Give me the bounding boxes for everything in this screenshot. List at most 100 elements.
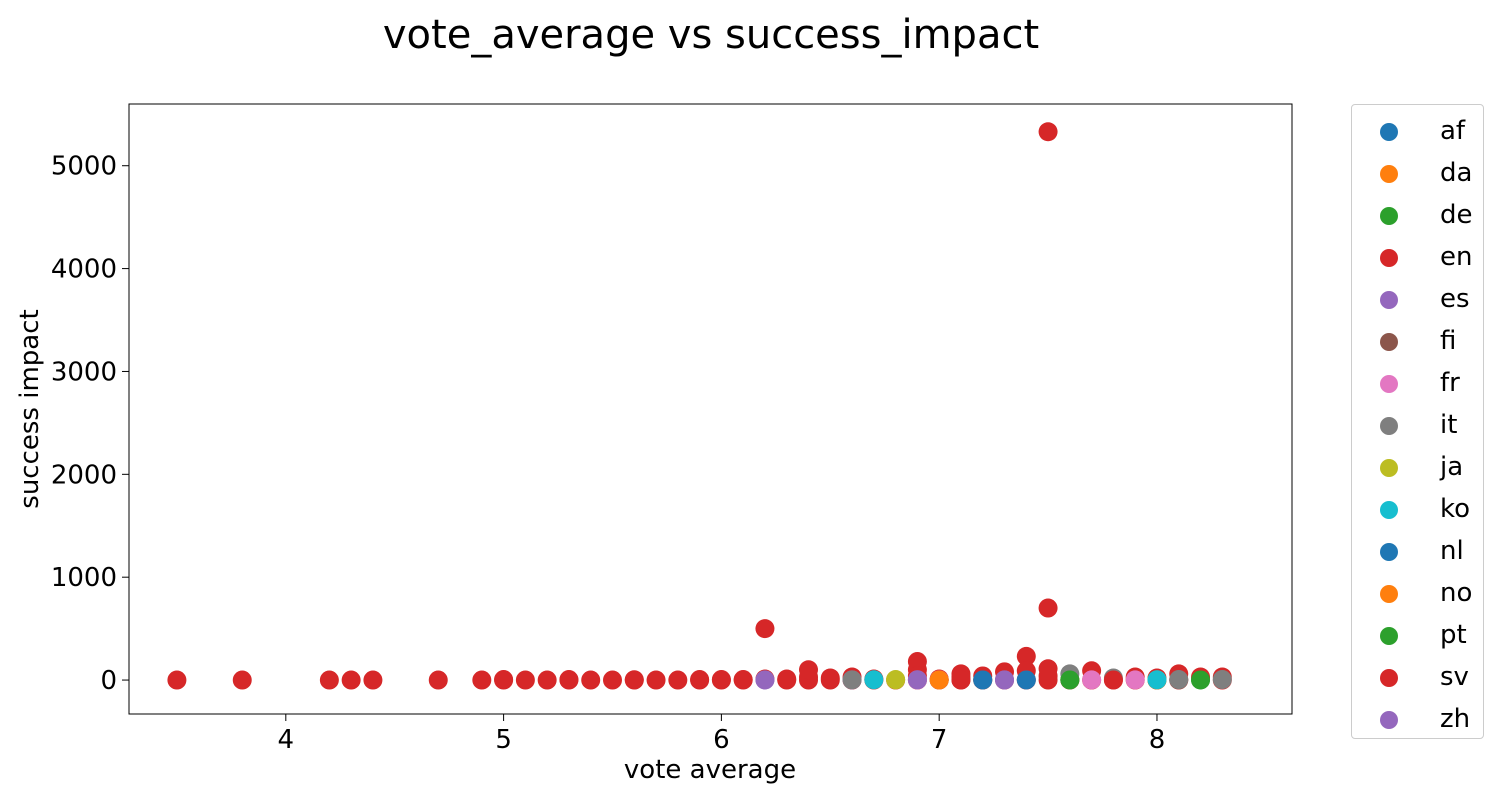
x-tick-label: 7 (931, 725, 948, 755)
data-point (842, 670, 862, 690)
y-tick-label: 2000 (51, 460, 117, 490)
legend-marker (1380, 501, 1398, 519)
x-tick-label: 6 (713, 725, 730, 755)
legend-marker (1380, 543, 1398, 561)
legend-label: es (1440, 284, 1470, 314)
legend-label: nl (1440, 536, 1464, 566)
data-point (515, 670, 535, 690)
data-point (1016, 670, 1036, 690)
series-pt (1060, 670, 1211, 690)
legend-label: it (1440, 410, 1458, 440)
legend-marker (1380, 627, 1398, 645)
legend-label: no (1440, 578, 1473, 608)
legend-item-it: it (1352, 405, 1485, 447)
x-tick-label: 8 (1149, 725, 1166, 755)
legend-item-en: en (1352, 237, 1485, 279)
data-point (755, 670, 775, 690)
data-point (864, 670, 884, 690)
x-axis-label: vote average (624, 755, 796, 785)
data-point (799, 660, 819, 680)
y-tick-label: 0 (100, 666, 117, 696)
series-no (929, 670, 949, 690)
y-axis-ticks: 0 1000 2000 3000 4000 5000 (51, 152, 129, 696)
x-axis-ticks: 4 5 6 7 8 (278, 714, 1166, 755)
data-point (559, 670, 579, 690)
legend-marker (1380, 417, 1398, 435)
legend-marker (1380, 291, 1398, 309)
y-tick-label: 4000 (51, 255, 117, 285)
data-point (1038, 122, 1058, 142)
data-point (646, 670, 666, 690)
data-point (951, 670, 971, 690)
data-point (602, 670, 622, 690)
legend-label: ko (1440, 494, 1471, 524)
legend-item-no: no (1352, 573, 1485, 615)
data-point (1082, 670, 1102, 690)
legend-marker (1380, 249, 1398, 267)
data-point (494, 670, 514, 690)
data-point (995, 670, 1015, 690)
data-point (1212, 670, 1232, 690)
legend-marker (1380, 207, 1398, 225)
plot-frame (128, 103, 1293, 715)
y-axis-label: success impact (15, 309, 45, 508)
legend: af da de en es fi fr it ja ko nl no pt sv zh (1351, 104, 1484, 739)
legend-marker (1380, 375, 1398, 393)
legend-item-da: da (1352, 153, 1485, 195)
x-tick-label: 5 (495, 725, 512, 755)
data-point (733, 670, 753, 690)
legend-marker (1380, 333, 1398, 351)
data-point (973, 670, 993, 690)
series-nl (973, 670, 1036, 690)
data-point (886, 670, 906, 690)
legend-item-af: af (1352, 111, 1485, 153)
data-point (1103, 670, 1123, 690)
data-point (777, 669, 797, 689)
data-point (167, 670, 187, 690)
data-point (668, 670, 688, 690)
data-point (1169, 670, 1189, 690)
data-point (1060, 670, 1080, 690)
data-point (232, 670, 252, 690)
legend-item-ja: ja (1352, 447, 1485, 489)
legend-marker (1380, 669, 1398, 687)
data-point (1125, 670, 1145, 690)
data-point (907, 652, 927, 672)
legend-label: da (1440, 158, 1473, 188)
legend-label: sv (1440, 662, 1469, 692)
data-point (1191, 670, 1211, 690)
legend-label: de (1440, 200, 1473, 230)
series-en (167, 122, 1232, 690)
plot-area (167, 122, 1232, 690)
legend-item-es: es (1352, 279, 1485, 321)
data-point (755, 619, 775, 639)
legend-marker (1380, 585, 1398, 603)
series-ko (864, 670, 1167, 690)
legend-label: fi (1440, 326, 1457, 356)
data-point (363, 670, 383, 690)
legend-item-nl: nl (1352, 531, 1485, 573)
legend-marker (1380, 459, 1398, 477)
data-point (929, 670, 949, 690)
data-point (428, 670, 448, 690)
legend-item-fr: fr (1352, 363, 1485, 405)
chart-title: vote_average vs success_impact (383, 12, 1039, 58)
legend-item-de: de (1352, 195, 1485, 237)
legend-marker (1380, 711, 1398, 729)
data-point (690, 670, 710, 690)
legend-label: zh (1440, 704, 1471, 734)
legend-item-fi: fi (1352, 321, 1485, 363)
legend-marker (1380, 165, 1398, 183)
data-point (624, 670, 644, 690)
legend-item-sv: sv (1352, 657, 1485, 699)
legend-marker (1380, 123, 1398, 141)
series-sv (951, 670, 1123, 690)
legend-label: pt (1440, 620, 1467, 650)
legend-item-ko: ko (1352, 489, 1485, 531)
data-point (907, 670, 927, 690)
y-tick-label: 3000 (51, 357, 117, 387)
data-point (1147, 670, 1167, 690)
y-tick-label: 1000 (51, 563, 117, 593)
legend-item-zh: zh (1352, 699, 1485, 741)
